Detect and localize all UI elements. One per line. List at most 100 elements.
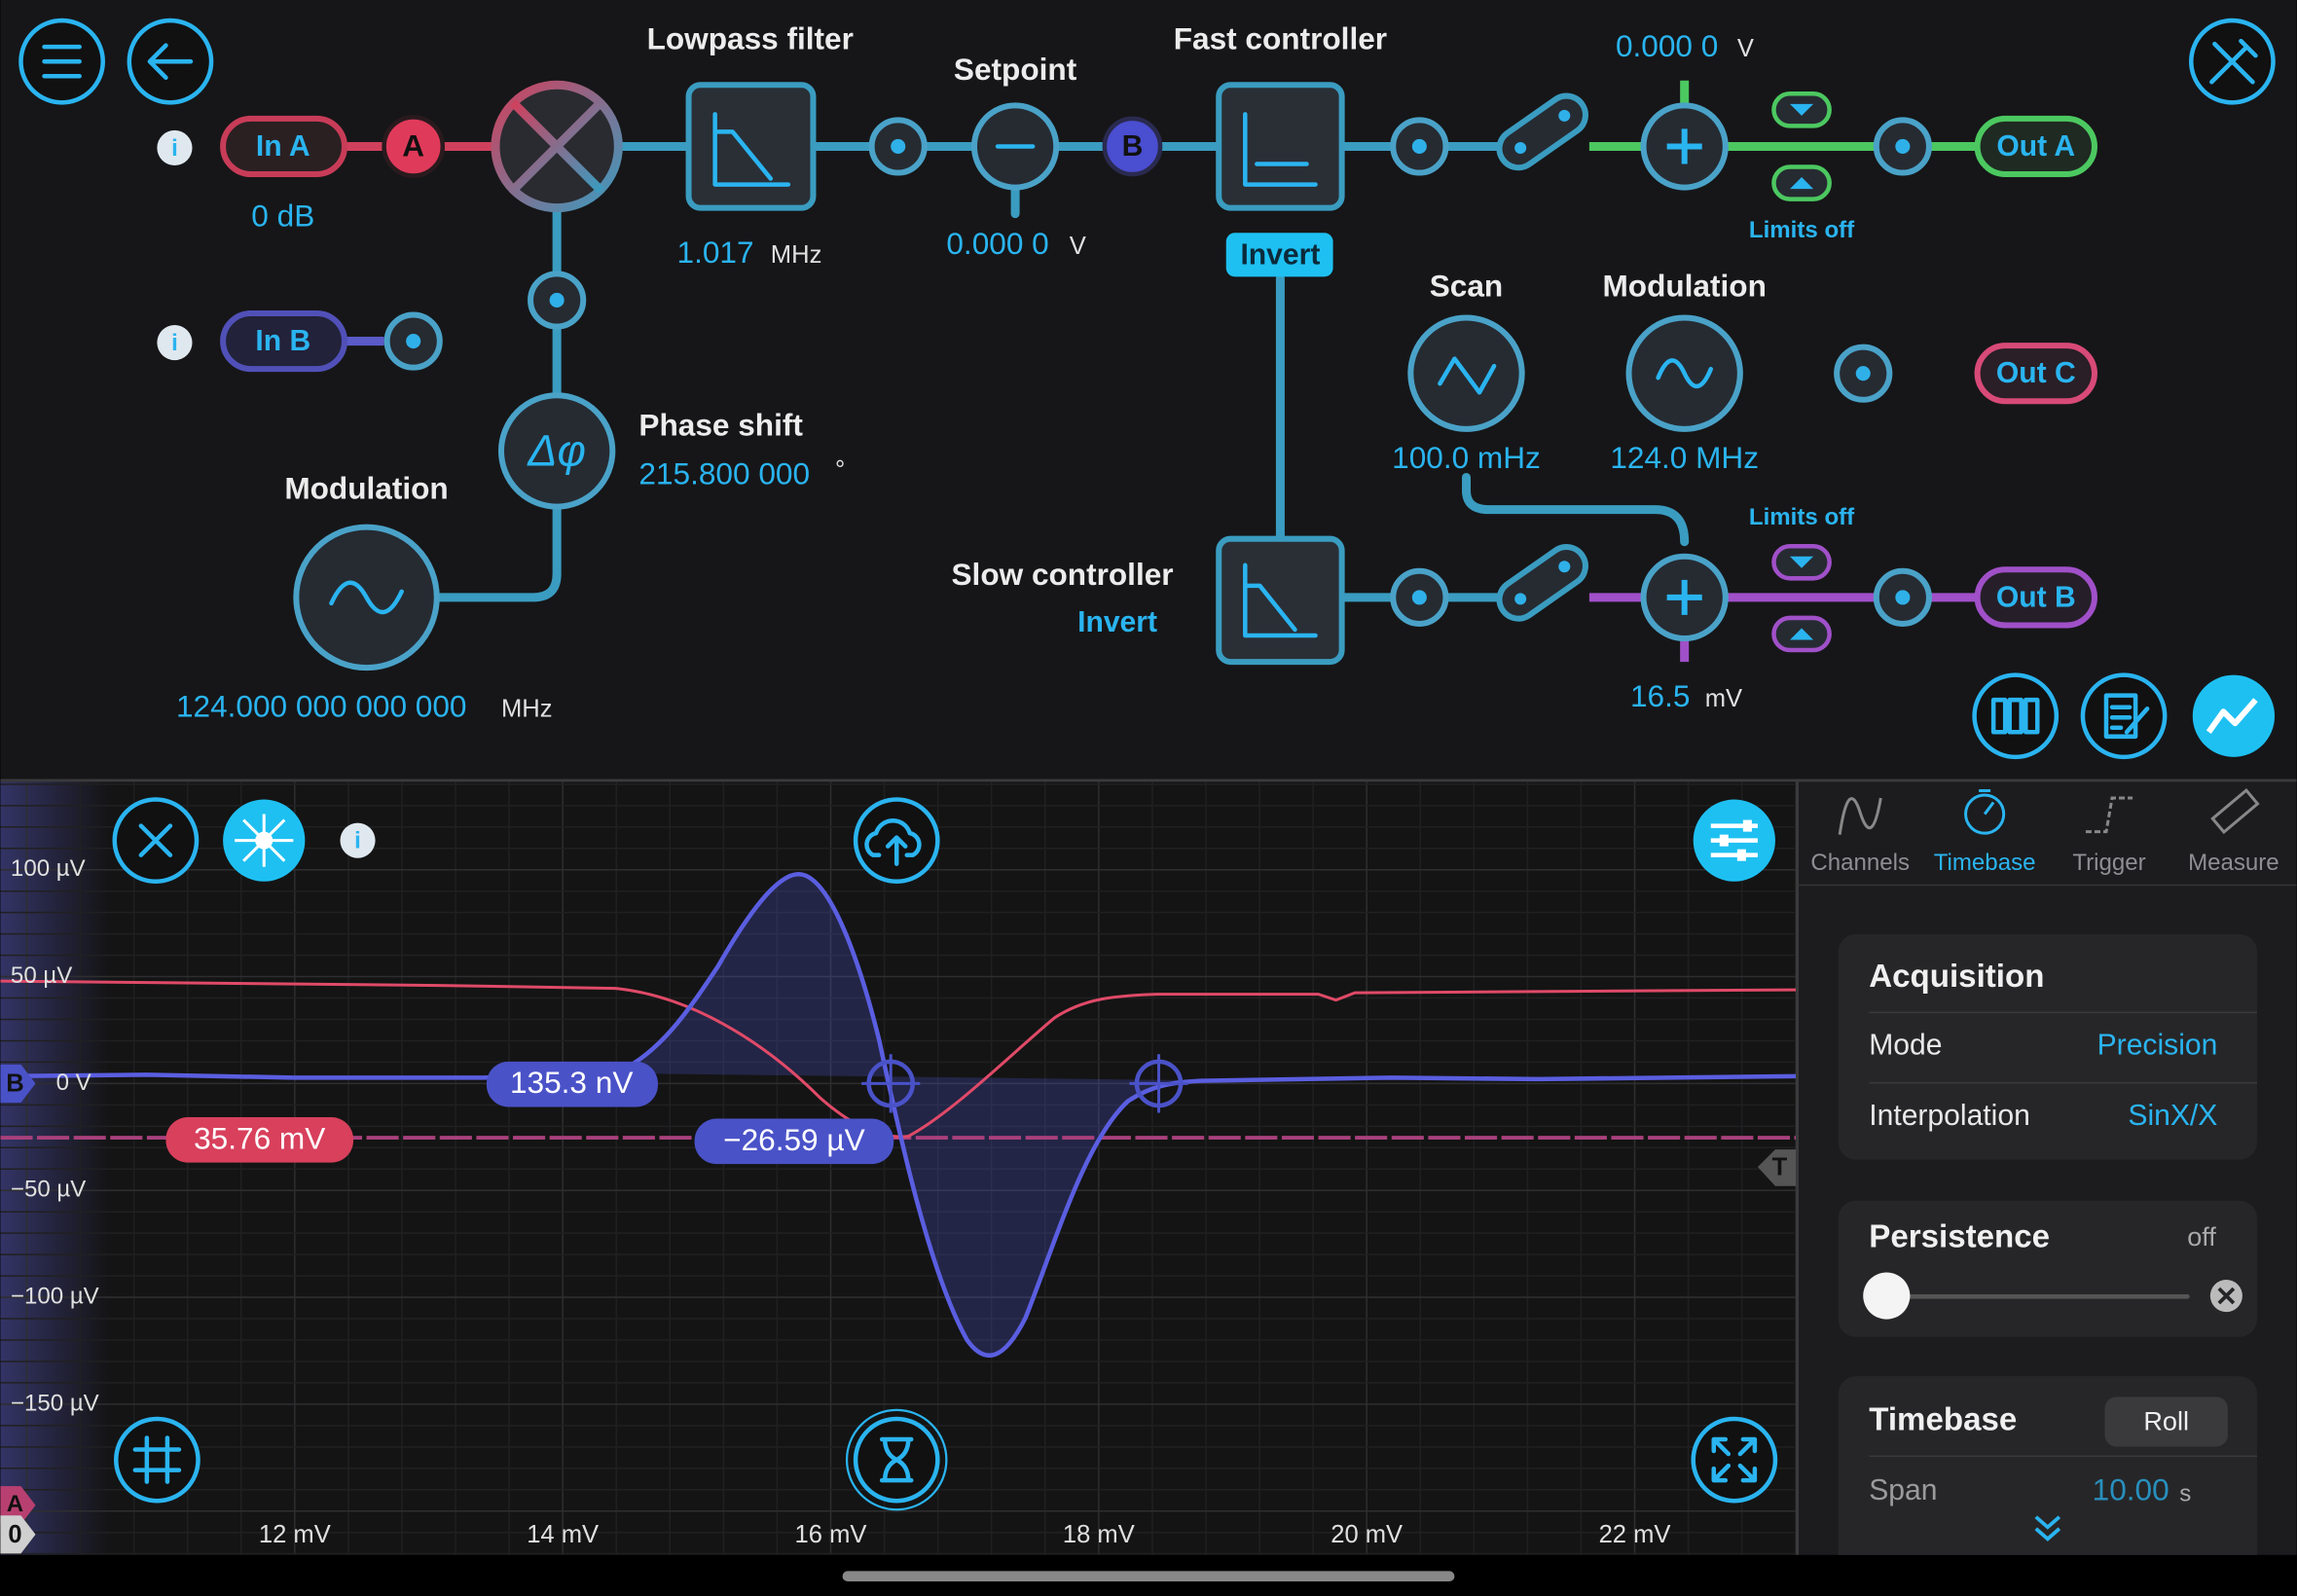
interpolation-value[interactable]: SinX/X [2128,1100,2217,1132]
rect-shape [1719,834,1729,847]
x-axis-label: 18 mV [1063,1521,1135,1548]
in-b-pill[interactable] [220,309,347,373]
y-axis-label: −150 µV [11,1390,99,1416]
clear-button[interactable] [2209,1280,2242,1313]
node [1873,117,1932,176]
fast-controller-block[interactable] [1216,82,1345,211]
text-shape: i [354,827,361,853]
limit-down[interactable] [1771,615,1832,653]
y-axis-label: 50 µV [11,962,72,989]
laser-button[interactable] [223,799,306,882]
fullscreen-button[interactable] [1691,1416,1778,1504]
modulation-out-block[interactable] [1625,314,1743,432]
notes-button[interactable] [2080,672,2168,760]
close-button[interactable] [112,797,200,885]
sum-b[interactable] [1640,553,1729,642]
circle-shape [1411,590,1427,605]
scan-title: Scan [1430,269,1503,304]
path-shape [1243,112,1318,187]
limit-up[interactable] [1771,543,1832,581]
invert-button[interactable] [1225,233,1333,277]
circle-shape [1964,793,2006,835]
scroll-chevron[interactable] [2034,1515,2061,1542]
cursor-label: 135.3 nV [510,1065,633,1100]
x-axis-label: 20 mV [1331,1521,1403,1548]
path-shape [861,1054,921,1113]
limit-up[interactable] [1771,91,1832,128]
marker-a [0,1486,36,1525]
x-axis-label: 16 mV [795,1521,867,1548]
circle-shape [2192,674,2276,757]
circle-shape [1411,138,1427,154]
switch[interactable] [1492,89,1593,175]
lowpass-block[interactable] [685,82,817,211]
modulation-in-block[interactable] [293,524,440,671]
tab-label[interactable]: Measure [2188,850,2279,876]
in-a-gain: 0 dB [251,199,314,234]
scope-button[interactable] [2192,674,2276,757]
setpoint-block[interactable] [970,102,1060,191]
path-shape [2217,1287,2236,1305]
scan-block[interactable] [1407,314,1525,432]
info-icon[interactable]: i [157,325,193,361]
switch[interactable] [1492,539,1593,626]
marker-b [1102,116,1163,177]
circle-shape [114,1416,201,1504]
slow-invert-label[interactable]: Invert [1077,606,1157,638]
mode-value[interactable]: Precision [2097,1030,2218,1062]
slow-controller-block[interactable] [1216,535,1345,666]
sum-a[interactable] [1640,102,1729,191]
span-label: Span [1869,1474,1937,1506]
circle-shape [845,1408,948,1511]
back-button[interactable] [127,18,214,105]
in-a-pill[interactable] [220,115,347,178]
channels-button[interactable] [1972,672,2060,760]
cursor[interactable] [861,1054,921,1113]
cursor-label-bg [694,1118,894,1165]
tab-label[interactable]: Timebase [1934,850,2036,876]
out-a-pill[interactable] [1974,115,2097,178]
timer-button[interactable] [845,1408,948,1511]
timebase-title: Timebase [1869,1402,2017,1438]
rect-shape [2210,787,2260,835]
trigger-marker[interactable] [1757,1149,1797,1186]
mixer[interactable] [491,80,623,213]
out-b-offset-unit: mV [1705,685,1742,712]
out-a-offset-unit: V [1737,35,1754,62]
menu-button[interactable] [18,18,105,105]
phase-shift-block[interactable] [497,392,616,510]
path-shape [138,823,173,857]
y-axis-label: 0 V [56,1070,91,1096]
out-b-pill[interactable] [1974,566,2097,629]
trace-a [0,979,1797,1139]
path-shape [879,1436,914,1483]
settings-button[interactable] [1693,799,1775,882]
grid-button[interactable] [114,1416,201,1504]
span-value[interactable]: 10.00 [2093,1472,2169,1507]
path-shape [1666,128,1702,164]
roll-button[interactable] [2104,1396,2228,1447]
marker-b [0,1064,36,1103]
trigger-icon [2085,796,2133,834]
circle-shape [406,334,421,349]
circle-shape [1972,672,2060,760]
tools-button[interactable] [2189,18,2276,105]
upload-button[interactable] [853,797,940,885]
node [1834,344,1893,403]
out-c-label: Out C [1996,357,2076,389]
cursor[interactable] [1129,1054,1188,1113]
tab-label[interactable]: Trigger [2072,850,2145,876]
slider-thumb[interactable] [1863,1272,1911,1320]
trace-b [0,871,1797,1358]
limit-down[interactable] [1771,164,1832,201]
circle-shape [1895,590,1911,605]
circle-shape [497,392,616,510]
rect-shape [685,82,817,211]
marker-zero [0,1515,36,1554]
info-icon[interactable]: i [157,129,193,166]
out-c-pill[interactable] [1974,343,2097,405]
info-icon[interactable]: i [340,822,376,858]
tab-label[interactable]: Channels [1810,850,1910,876]
node [868,117,928,176]
